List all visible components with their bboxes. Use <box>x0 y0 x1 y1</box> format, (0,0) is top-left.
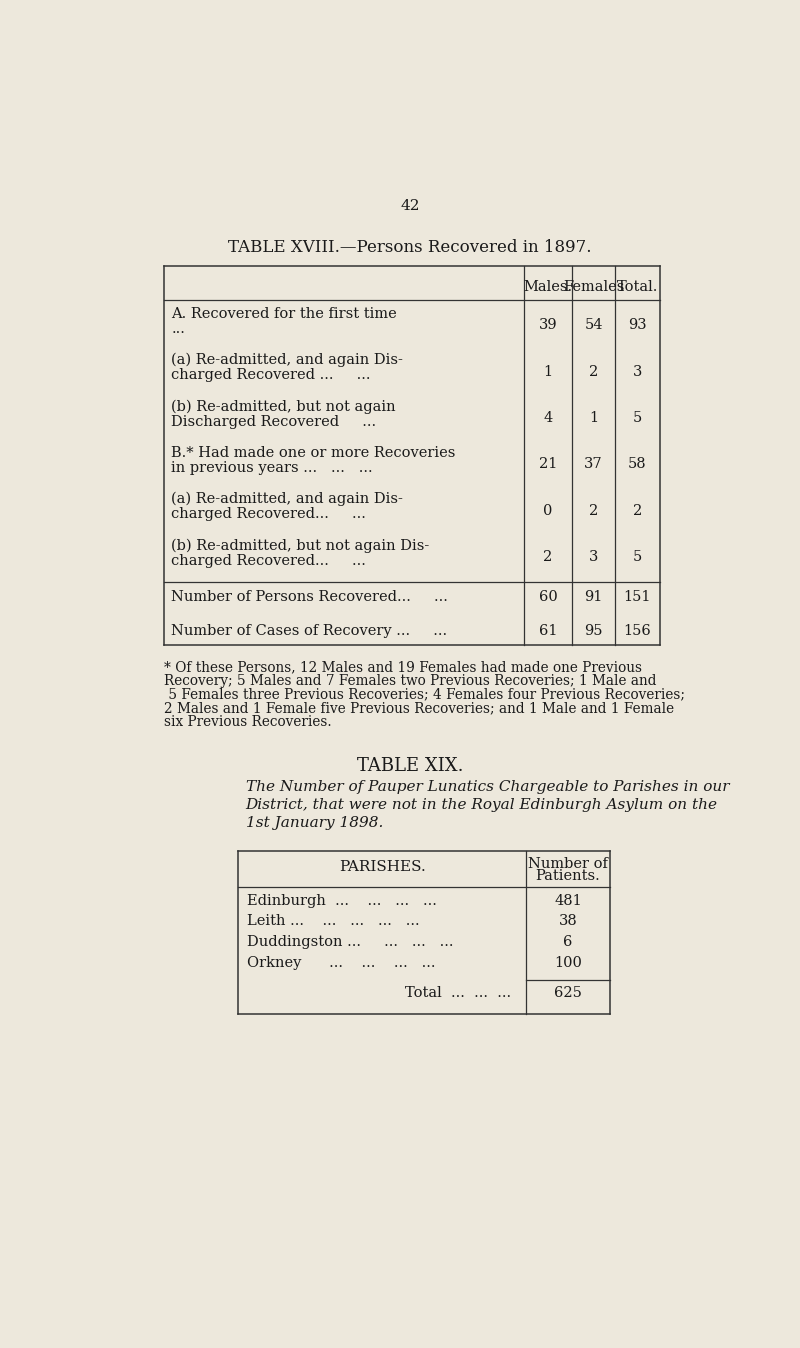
Text: 93: 93 <box>628 318 646 332</box>
Text: 1st January 1898.: 1st January 1898. <box>246 816 383 830</box>
Text: Duddingston ...     ...   ...   ...: Duddingston ... ... ... ... <box>247 936 454 949</box>
Text: Patients.: Patients. <box>536 869 601 883</box>
Text: 2: 2 <box>589 364 598 379</box>
Text: The Number of Pauper Lunatics Chargeable to Parishes in our: The Number of Pauper Lunatics Chargeable… <box>246 780 730 794</box>
Text: 481: 481 <box>554 894 582 907</box>
Text: in previous years ...   ...   ...: in previous years ... ... ... <box>171 461 373 474</box>
Text: TABLE XIX.: TABLE XIX. <box>357 758 463 775</box>
Text: charged Recovered...     ...: charged Recovered... ... <box>171 554 366 568</box>
Text: Number of Cases of Recovery ...     ...: Number of Cases of Recovery ... ... <box>171 624 447 638</box>
Text: 61: 61 <box>538 624 558 638</box>
Text: 2 Males and 1 Female five Previous Recoveries; and 1 Male and 1 Female: 2 Males and 1 Female five Previous Recov… <box>163 701 674 716</box>
Text: 3: 3 <box>589 550 598 563</box>
Text: 60: 60 <box>538 590 558 604</box>
Text: 2: 2 <box>589 504 598 518</box>
Text: 95: 95 <box>585 624 603 638</box>
Text: District, that were not in the Royal Edinburgh Asylum on the: District, that were not in the Royal Edi… <box>246 798 718 811</box>
Text: 54: 54 <box>585 318 603 332</box>
Text: 3: 3 <box>633 364 642 379</box>
Text: 38: 38 <box>558 914 578 929</box>
Text: Number of Persons Recovered...     ...: Number of Persons Recovered... ... <box>171 590 448 604</box>
Text: 156: 156 <box>623 624 651 638</box>
Text: 37: 37 <box>584 457 603 472</box>
Text: Total  ...  ...  ...: Total ... ... ... <box>405 985 510 1000</box>
Text: ...: ... <box>171 322 185 336</box>
Text: 100: 100 <box>554 956 582 971</box>
Text: Number of: Number of <box>528 857 608 871</box>
Text: 4: 4 <box>543 411 553 425</box>
Text: charged Recovered...     ...: charged Recovered... ... <box>171 507 366 522</box>
Text: Total.: Total. <box>617 279 658 294</box>
Text: B.* Had made one or more Recoveries: B.* Had made one or more Recoveries <box>171 446 456 460</box>
Text: charged Recovered ...     ...: charged Recovered ... ... <box>171 368 371 383</box>
Text: 42: 42 <box>400 198 420 213</box>
Text: 0: 0 <box>543 504 553 518</box>
Text: 151: 151 <box>624 590 651 604</box>
Text: 21: 21 <box>538 457 557 472</box>
Text: Leith ...    ...   ...   ...   ...: Leith ... ... ... ... ... <box>247 914 420 929</box>
Text: A. Recovered for the first time: A. Recovered for the first time <box>171 306 397 321</box>
Text: Males.: Males. <box>523 279 573 294</box>
Text: Orkney      ...    ...    ...   ...: Orkney ... ... ... ... <box>247 956 436 971</box>
Text: 5 Females three Previous Recoveries; 4 Females four Previous Recoveries;: 5 Females three Previous Recoveries; 4 F… <box>163 687 685 702</box>
Text: (b) Re-admitted, but not again: (b) Re-admitted, but not again <box>171 399 396 414</box>
Text: 6: 6 <box>563 936 573 949</box>
Text: Recovery; 5 Males and 7 Females two Previous Recoveries; 1 Male and: Recovery; 5 Males and 7 Females two Prev… <box>163 674 656 689</box>
Text: 625: 625 <box>554 985 582 1000</box>
Text: 2: 2 <box>633 504 642 518</box>
Text: 5: 5 <box>633 550 642 563</box>
Text: 1: 1 <box>589 411 598 425</box>
Text: 91: 91 <box>585 590 603 604</box>
Text: (b) Re-admitted, but not again Dis-: (b) Re-admitted, but not again Dis- <box>171 538 430 553</box>
Text: * Of these Persons, 12 Males and 19 Females had made one Previous: * Of these Persons, 12 Males and 19 Fema… <box>163 661 642 675</box>
Text: (a) Re-admitted, and again Dis-: (a) Re-admitted, and again Dis- <box>171 492 403 507</box>
Text: Females: Females <box>563 279 624 294</box>
Text: Edinburgh  ...    ...   ...   ...: Edinburgh ... ... ... ... <box>247 894 437 907</box>
Text: 1: 1 <box>543 364 553 379</box>
Text: 5: 5 <box>633 411 642 425</box>
Text: (a) Re-admitted, and again Dis-: (a) Re-admitted, and again Dis- <box>171 353 403 368</box>
Text: six Previous Recoveries.: six Previous Recoveries. <box>163 714 331 729</box>
Text: 39: 39 <box>538 318 558 332</box>
Text: 58: 58 <box>628 457 646 472</box>
Text: TABLE XVIII.—Persons Recovered in 1897.: TABLE XVIII.—Persons Recovered in 1897. <box>228 239 592 256</box>
Text: Discharged Recovered     ...: Discharged Recovered ... <box>171 415 377 429</box>
Text: 2: 2 <box>543 550 553 563</box>
Text: PARISHES.: PARISHES. <box>338 860 426 874</box>
